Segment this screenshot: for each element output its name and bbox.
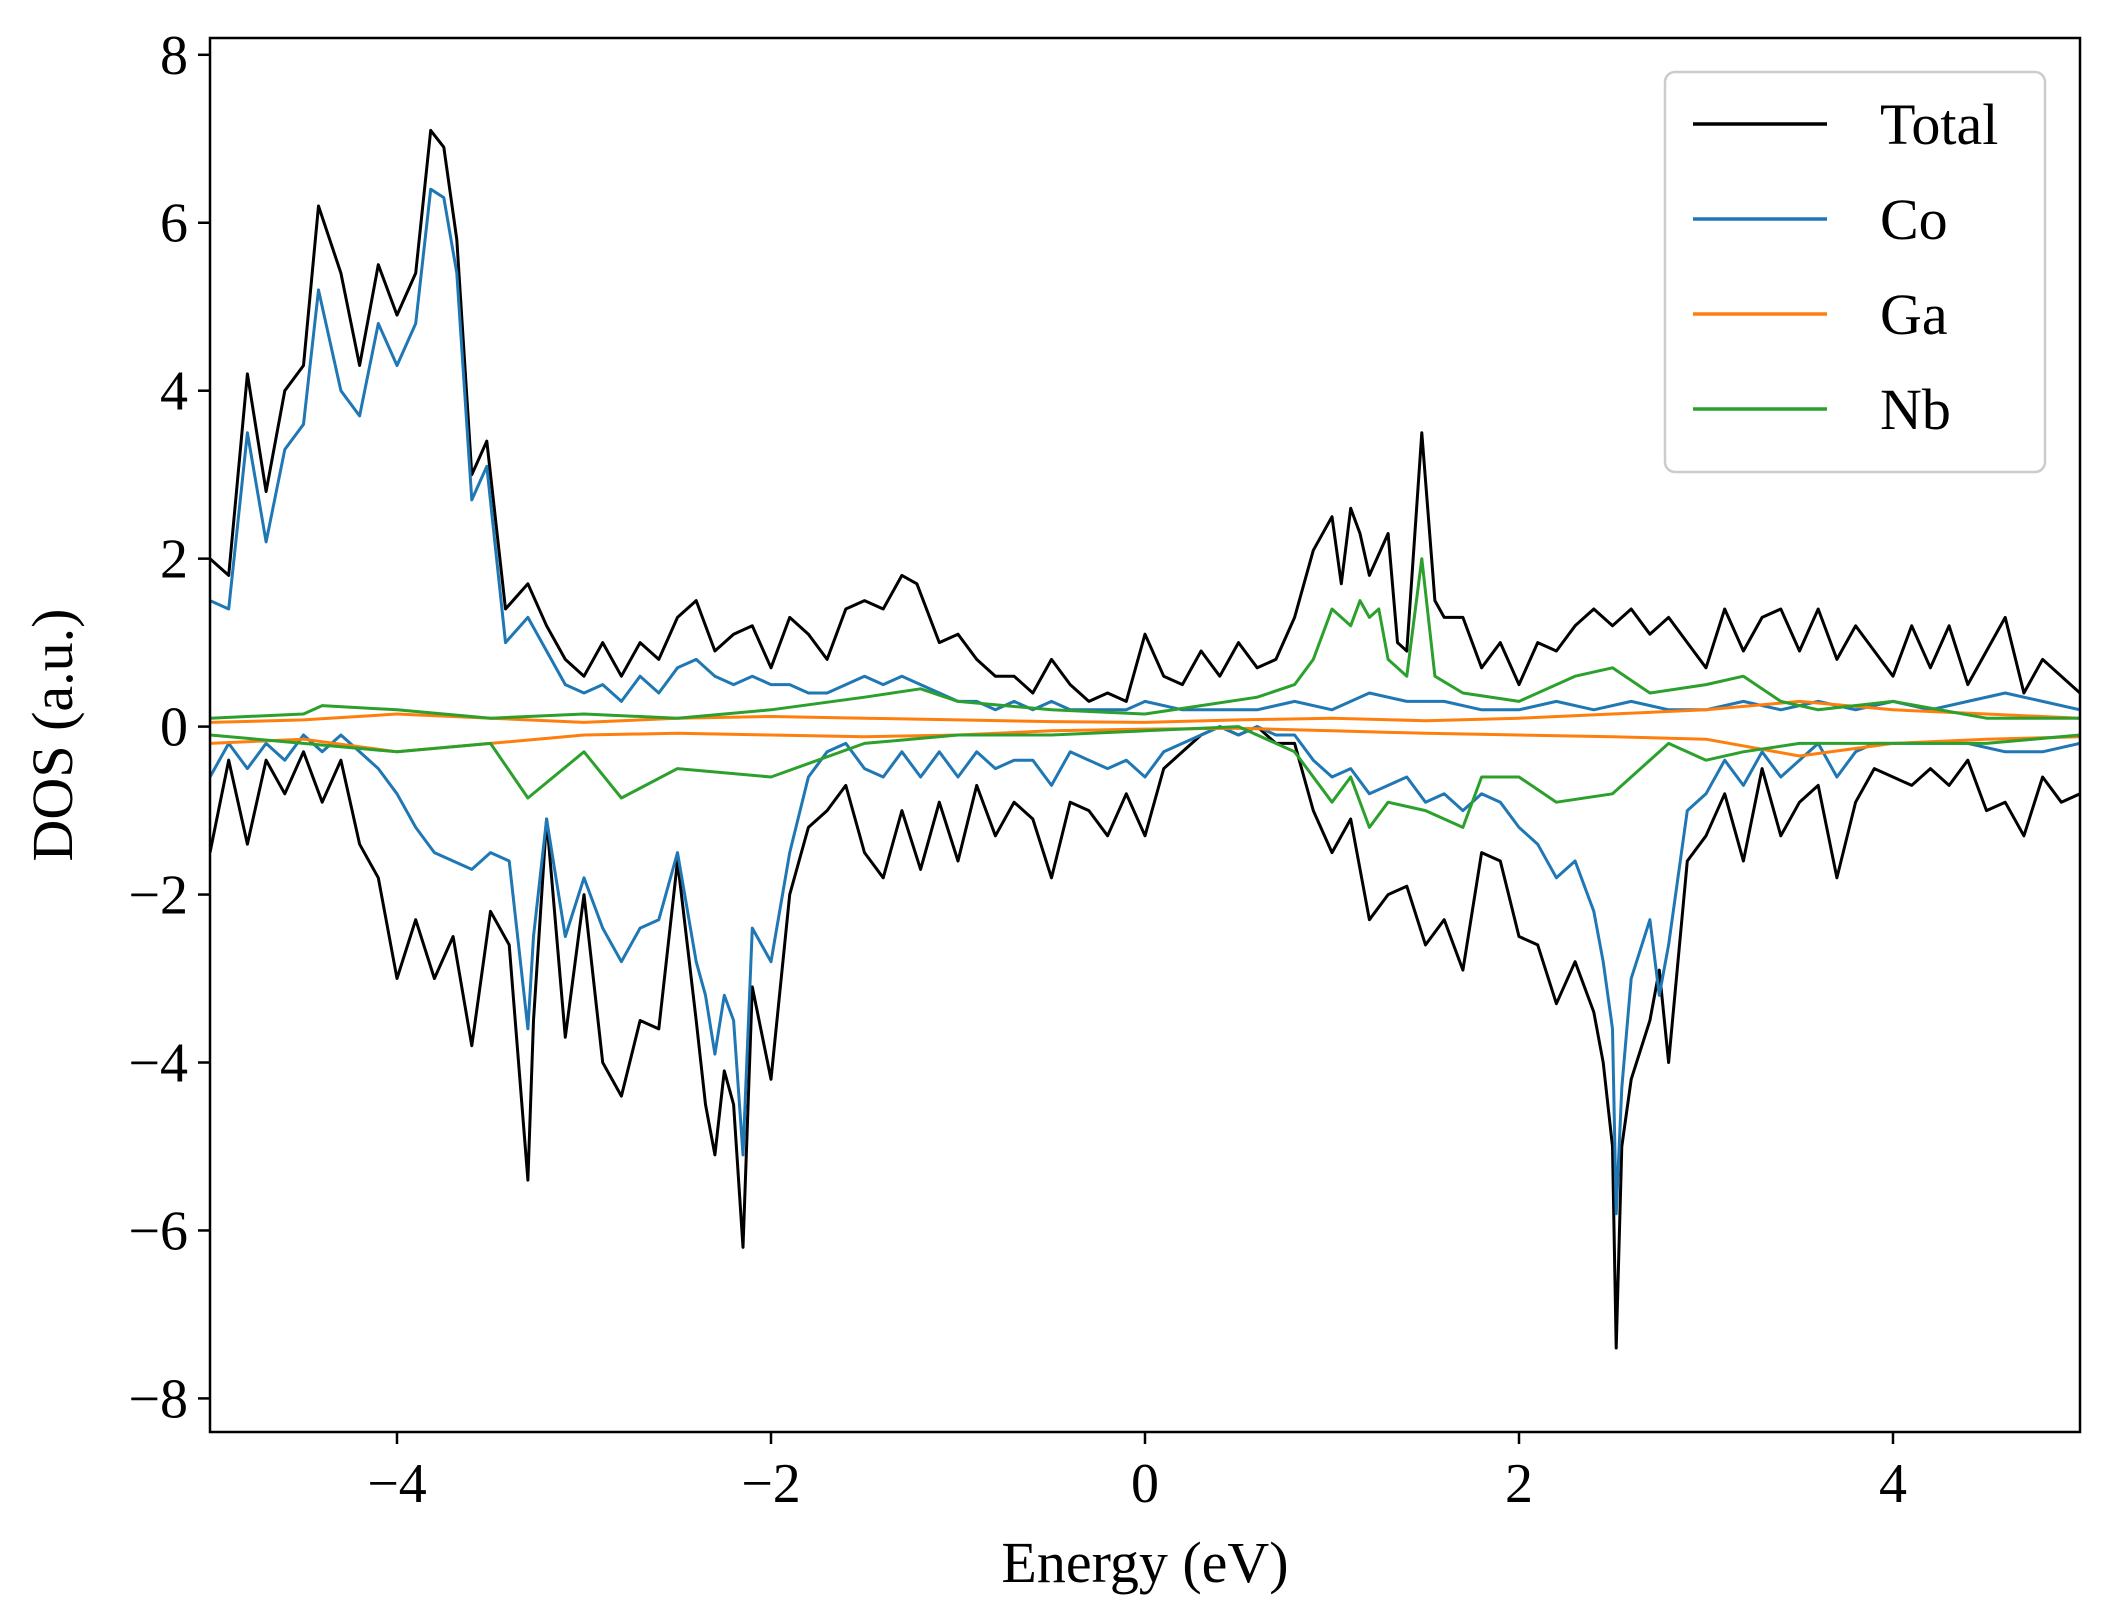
y-tick-label: −8 xyxy=(128,1368,188,1430)
x-tick-label: −4 xyxy=(367,1453,427,1515)
x-tick-label: 2 xyxy=(1505,1453,1533,1515)
series-line-total-down xyxy=(210,725,2080,1350)
series-line-ga-down xyxy=(210,726,2080,758)
legend-label-co: Co xyxy=(1880,187,1948,252)
legend-label-nb: Nb xyxy=(1880,377,1951,442)
y-tick-label: 6 xyxy=(160,193,188,255)
legend: Total Co Ga Nb xyxy=(1663,70,2047,474)
y-tick-label: −6 xyxy=(128,1200,188,1262)
x-axis: −4 −2 0 2 4 xyxy=(367,1432,1907,1515)
x-tick-label: −2 xyxy=(741,1453,801,1515)
legend-label-ga: Ga xyxy=(1880,282,1948,347)
series-line-co-up xyxy=(210,187,2080,712)
series-line-nb-up xyxy=(210,557,2080,720)
y-tick-label: 4 xyxy=(160,361,188,423)
legend-box xyxy=(1663,70,2047,474)
series-line-co-down xyxy=(210,725,2080,1216)
y-tick-label: −4 xyxy=(128,1033,188,1095)
y-tick-label: 0 xyxy=(160,697,188,759)
y-tick-label: 8 xyxy=(160,25,188,87)
y-tick-label: 2 xyxy=(160,529,188,591)
series-line-nb-down xyxy=(210,725,2080,829)
x-tick-label: 0 xyxy=(1131,1453,1159,1515)
series-line-ga-up xyxy=(210,699,2080,724)
series-line-total-up xyxy=(210,128,2080,703)
legend-label-total: Total xyxy=(1880,92,1998,157)
y-axis-label: DOS (a.u.) xyxy=(20,609,85,862)
x-axis-label: Energy (eV) xyxy=(1001,1530,1288,1595)
y-axis: −8 −6 −4 −2 0 2 4 6 8 xyxy=(128,25,210,1430)
series-layer xyxy=(210,128,2080,1350)
y-tick-label: −2 xyxy=(128,865,188,927)
x-tick-label: 4 xyxy=(1879,1453,1907,1515)
